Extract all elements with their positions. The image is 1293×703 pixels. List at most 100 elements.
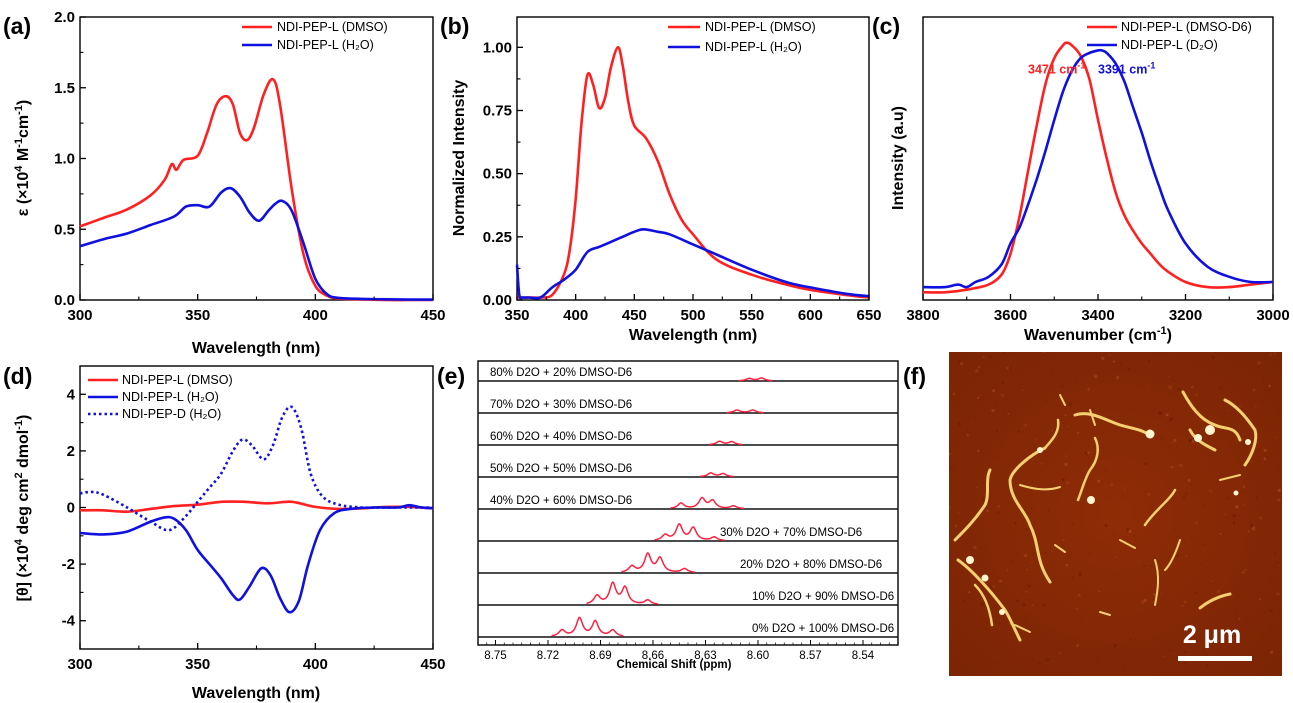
afm-noise-dot [1252,388,1256,392]
afm-noise-dot [1118,671,1120,673]
afm-noise-dot [1216,589,1221,594]
panel-b-ylabel: Normalized Intensity [451,80,468,237]
afm-noise-dot [1008,367,1012,371]
afm-noise-dot [1007,413,1010,415]
panel-b-xtick-label: 350 [504,307,529,324]
afm-noise-dot [1147,359,1151,363]
afm-noise-dot [1195,393,1198,396]
nmr-trace-label: 80% D2O + 20% DMSO-D6 [490,367,632,379]
afm-noise-dot [1262,380,1265,382]
afm-noise-dot [1232,521,1236,525]
afm-noise-dot [1132,358,1135,361]
nmr-trace-label: 60% D2O + 40% DMSO-D6 [490,431,632,443]
panel-c-xlabel: Wavenumber (cm-1) [1024,325,1172,344]
panel-e-xtick-label: 8.63 [694,650,716,662]
nmr-trace-peaks [654,522,725,542]
afm-noise-dot [1261,399,1264,402]
afm-noise-dot [1241,490,1243,492]
panel-a-ytick-label: 0.5 [54,221,75,238]
afm-noise-dot [1183,600,1187,604]
afm-noise-dot [989,586,994,590]
afm-noise-dot [1262,610,1266,614]
afm-noise-dot [1239,405,1241,407]
afm-noise-dot [1077,431,1080,434]
panel-c-series [922,41,1274,294]
afm-noise-dot [1042,603,1046,607]
panel-d-ytick-label: 2 [67,443,75,460]
afm-noise-dot [1033,551,1036,554]
afm-noise-dot [1027,584,1031,588]
panel-d-legend-entry: NDI-PEP-D (H₂O) [122,407,221,421]
afm-noise-dot [1169,649,1171,651]
nmr-trace-label: 30% D2O + 70% DMSO-D6 [720,527,862,539]
panel-d-ylabel: [θ] (×104 deg cm2 dmol-1) [13,415,32,602]
afm-noise-dot [1025,528,1028,531]
panel-d-series-line [79,503,434,614]
afm-noise-dot [997,511,1000,514]
panel-a-series-line [79,186,433,301]
afm-noise-dot [1072,522,1074,525]
afm-noise-dot [1152,593,1156,596]
afm-noise-dot [1143,564,1146,568]
afm-noise-dot [954,524,958,528]
afm-noise-dot [1273,552,1276,555]
panel-b-series [515,46,870,300]
panel-a-xtick-label: 400 [303,307,328,324]
afm-noise-dot [949,506,951,509]
afm-noise-dot [1045,391,1048,393]
panel-e-xtick-label: 8.54 [852,650,875,662]
afm-noise-dot [1065,563,1069,567]
nmr-trace-peaks [738,377,772,382]
afm-noise-dot [1244,568,1247,571]
afm-noise [949,352,1282,674]
afm-noise-dot [1075,607,1078,609]
afm-noise-dot [981,497,985,501]
panel-e-xtick-label: 8.75 [484,650,506,662]
afm-noise-dot [1074,380,1077,383]
panel-b-frame [516,16,870,301]
afm-noise-dot [1035,439,1037,441]
afm-noise-dot [1097,479,1101,483]
afm-noise-dot [1112,368,1115,370]
panel-e-xtick-label: 8.72 [537,650,559,662]
afm-noise-dot [1230,638,1234,642]
panel-a-legend: NDI-PEP-L (DMSO) NDI-PEP-L (H₂O) [242,20,388,52]
afm-noise-dot [1205,664,1209,667]
afm-noise-dot [1259,516,1262,520]
afm-noise-dot [1137,411,1140,413]
panel-b: (b) 350 400 450 500 550 600 650 0.00 0.25 0.50 0.7… [440,13,882,344]
panel-b-xtick-label: 650 [856,307,881,324]
afm-noise-dot [1050,372,1053,375]
afm-noise-dot [1219,532,1222,535]
afm-noise-dot [1062,538,1065,541]
afm-noise-dot [1211,355,1215,359]
panel-b-series-line [517,46,870,299]
panel-e-xtick-label: 8.66 [642,650,664,662]
afm-noise-dot [1017,430,1020,433]
afm-noise-dot [1206,649,1209,651]
afm-noise-dot [1257,361,1261,365]
panel-b-xtick-label: 400 [563,307,588,324]
afm-noise-dot [1133,535,1136,537]
afm-noise-dot [1169,417,1174,422]
panel-d-legend-entry: NDI-PEP-L (H₂O) [122,390,219,404]
afm-noise-dot [1184,650,1187,654]
afm-noise-dot [1044,658,1048,662]
afm-noise-dot [1173,527,1176,529]
afm-noise-dot [977,449,980,452]
afm-noise-dot [992,585,995,588]
afm-noise-dot [1065,455,1068,457]
afm-noise-dot [980,602,984,607]
panel-b-label: (b) [440,13,469,39]
afm-noise-dot [1026,568,1029,571]
afm-noise-dot [1170,465,1174,469]
afm-noise-dot [1234,612,1237,615]
afm-noise-dot [1247,530,1251,533]
afm-noise-dot [1112,360,1116,363]
afm-noise-dot [1124,487,1126,490]
afm-noise-dot [1158,411,1163,415]
panel-d-label: (d) [3,363,32,389]
panel-c-legend: NDI-PEP-L (DMSO-D6) NDI-PEP-L (D₂O) [1087,20,1252,52]
afm-noise-dot [1203,543,1206,545]
